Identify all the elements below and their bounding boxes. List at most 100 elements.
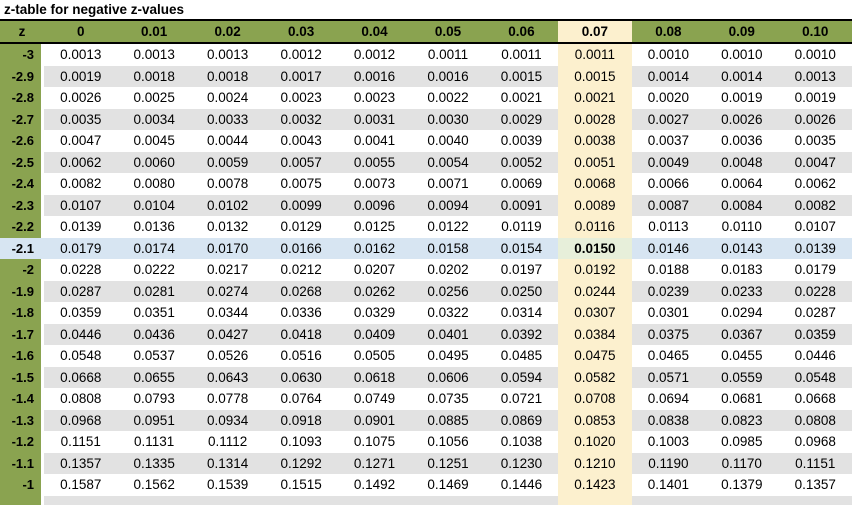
partial-cell — [337, 495, 412, 505]
table-cell: 0.0336 — [280, 305, 322, 321]
table-cell: 0.0951 — [133, 412, 175, 428]
table-cell: 0.0040 — [427, 133, 469, 149]
table-cell: 0.0037 — [647, 133, 689, 149]
header-cell: 0.05 — [434, 24, 462, 39]
table-cell: 0.0069 — [500, 176, 543, 192]
table-row: -2.2 0.0139 0.0136 0.0132 0.0129 0.0125 0.0122… — [0, 216, 852, 238]
z-label-cell: -2.6 — [0, 130, 44, 152]
table-cell: 0.0630 — [280, 369, 322, 385]
table-cell: 0.0351 — [133, 305, 175, 321]
table-cell: 0.0548 — [794, 369, 836, 385]
table-cell: 0.0735 — [427, 391, 469, 407]
table-row: -1.8 0.0359 0.0351 0.0344 0.0336 0.0329 0.0322… — [0, 302, 852, 324]
table-cell: 0.0778 — [206, 391, 249, 407]
table-cell: 0.0059 — [206, 154, 249, 170]
table-cell: 0.0548 — [60, 348, 102, 364]
page-title: z-table for negative z-values — [4, 2, 185, 17]
table-cell: 0.0179 — [60, 240, 102, 256]
z-label-cell: -2.9 — [0, 65, 44, 87]
table-cell: 0.1314 — [206, 455, 249, 471]
table-cell: 0.0359 — [794, 326, 836, 342]
header-cell: 0.07 — [558, 21, 632, 42]
table-cell: 0.1539 — [206, 477, 249, 493]
table-cell: 0.1587 — [60, 477, 102, 493]
table-cell: 0.0010 — [794, 47, 836, 63]
z-label-cell: -1.3 — [0, 409, 44, 431]
table-cell: 0.0107 — [60, 197, 102, 213]
table-cell: 0.0033 — [206, 111, 249, 127]
table-cell: 0.0045 — [133, 133, 175, 149]
table-cell: 0.0015 — [558, 65, 632, 87]
table-cell: 0.0036 — [721, 133, 763, 149]
table-cell: 0.1038 — [500, 434, 543, 450]
table-cell: 0.0436 — [133, 326, 175, 342]
table-cell: 0.0028 — [558, 108, 632, 130]
header-cell: 0.01 — [141, 24, 168, 39]
table-cell: 0.0055 — [353, 154, 396, 170]
table-cell: 0.1271 — [353, 455, 396, 471]
table-cell: 0.0694 — [647, 391, 689, 407]
table-row: -2.8 0.0026 0.0025 0.0024 0.0023 0.0023 0.0022… — [0, 87, 852, 109]
table-cell: 0.0287 — [794, 305, 836, 321]
header-cell: 0.06 — [508, 24, 535, 39]
table-cell: 0.0287 — [60, 283, 102, 299]
table-cell: 0.0020 — [647, 90, 689, 106]
table-cell: 0.0014 — [647, 68, 689, 84]
table-cell: 0.0119 — [501, 219, 542, 235]
table-cell: 0.1210 — [558, 452, 632, 474]
table-cell: 0.0038 — [558, 130, 632, 152]
table-cell: 0.0183 — [721, 262, 763, 278]
table-cell: 0.0192 — [558, 259, 632, 281]
table-cell: 0.1056 — [427, 434, 469, 450]
table-cell: 0.0516 — [280, 348, 322, 364]
table-cell: 0.1020 — [558, 431, 632, 453]
table-cell: 0.0113 — [648, 219, 689, 235]
table-row: -3 0.0013 0.0013 0.0013 0.0012 0.0012 0.0011 0.… — [0, 44, 852, 66]
table-cell: 0.0174 — [133, 240, 175, 256]
table-cell: 0.0048 — [721, 154, 763, 170]
z-label-cell: -1.9 — [0, 280, 44, 302]
table-cell: 0.0207 — [353, 262, 396, 278]
table-cell: 0.0808 — [794, 412, 836, 428]
table-cell: 0.0233 — [721, 283, 763, 299]
table-cell: 0.1492 — [353, 477, 396, 493]
table-cell: 0.0043 — [280, 133, 322, 149]
table-cell: 0.1003 — [647, 434, 689, 450]
table-row: -1.1 0.1357 0.1335 0.1314 0.1292 0.1271 0.1251… — [0, 452, 852, 474]
table-cell: 0.0035 — [794, 133, 836, 149]
table-row: -1.2 0.1151 0.1131 0.1112 0.1093 0.1075 0.1056… — [0, 431, 852, 453]
z-label-cell: -1 — [0, 474, 44, 496]
z-label-cell: -2.5 — [0, 151, 44, 173]
table-row: -2.6 0.0047 0.0045 0.0044 0.0043 0.0041 0.0040… — [0, 130, 852, 152]
table-cell: 0.0016 — [427, 68, 469, 84]
table-cell: 0.0015 — [500, 68, 543, 84]
table-cell: 0.0019 — [721, 90, 763, 106]
table-cell: 0.0026 — [721, 111, 763, 127]
table-row: -2.3 0.0107 0.0104 0.0102 0.0099 0.0096 0.0094… — [0, 194, 852, 216]
partial-cell — [484, 495, 559, 505]
table-body: -3 0.0013 0.0013 0.0013 0.0012 0.0012 0.0011 0.… — [0, 44, 852, 496]
intersection-cell: 0.0150 — [558, 237, 632, 259]
table-cell: 0.0075 — [280, 176, 322, 192]
table-cell: 0.0446 — [794, 348, 836, 364]
table-cell: 0.0307 — [558, 302, 632, 324]
table-cell: 0.0014 — [721, 68, 763, 84]
table-cell: 0.0217 — [206, 262, 249, 278]
partial-cell — [264, 495, 338, 505]
table-row: -1 0.1587 0.1562 0.1539 0.1515 0.1492 0.1469 0.… — [0, 474, 852, 496]
table-cell: 0.1151 — [60, 434, 101, 450]
table-cell: 0.0274 — [206, 283, 249, 299]
table-cell: 0.1357 — [794, 477, 836, 493]
table-cell: 0.0089 — [558, 194, 632, 216]
table-cell: 0.0668 — [794, 391, 836, 407]
table-cell: 0.0239 — [647, 283, 689, 299]
table-cell: 0.0918 — [280, 412, 322, 428]
table-cell: 0.0054 — [427, 154, 469, 170]
z-label-cell: -2.1 — [0, 237, 44, 259]
z-label-cell: -1.6 — [0, 345, 44, 367]
table-cell: 0.0068 — [558, 173, 632, 195]
z-label-cell: -2.8 — [0, 87, 44, 109]
table-cell: 0.0013 — [133, 47, 175, 63]
table-cell: 0.0409 — [353, 326, 396, 342]
table-cell: 0.1357 — [60, 455, 102, 471]
